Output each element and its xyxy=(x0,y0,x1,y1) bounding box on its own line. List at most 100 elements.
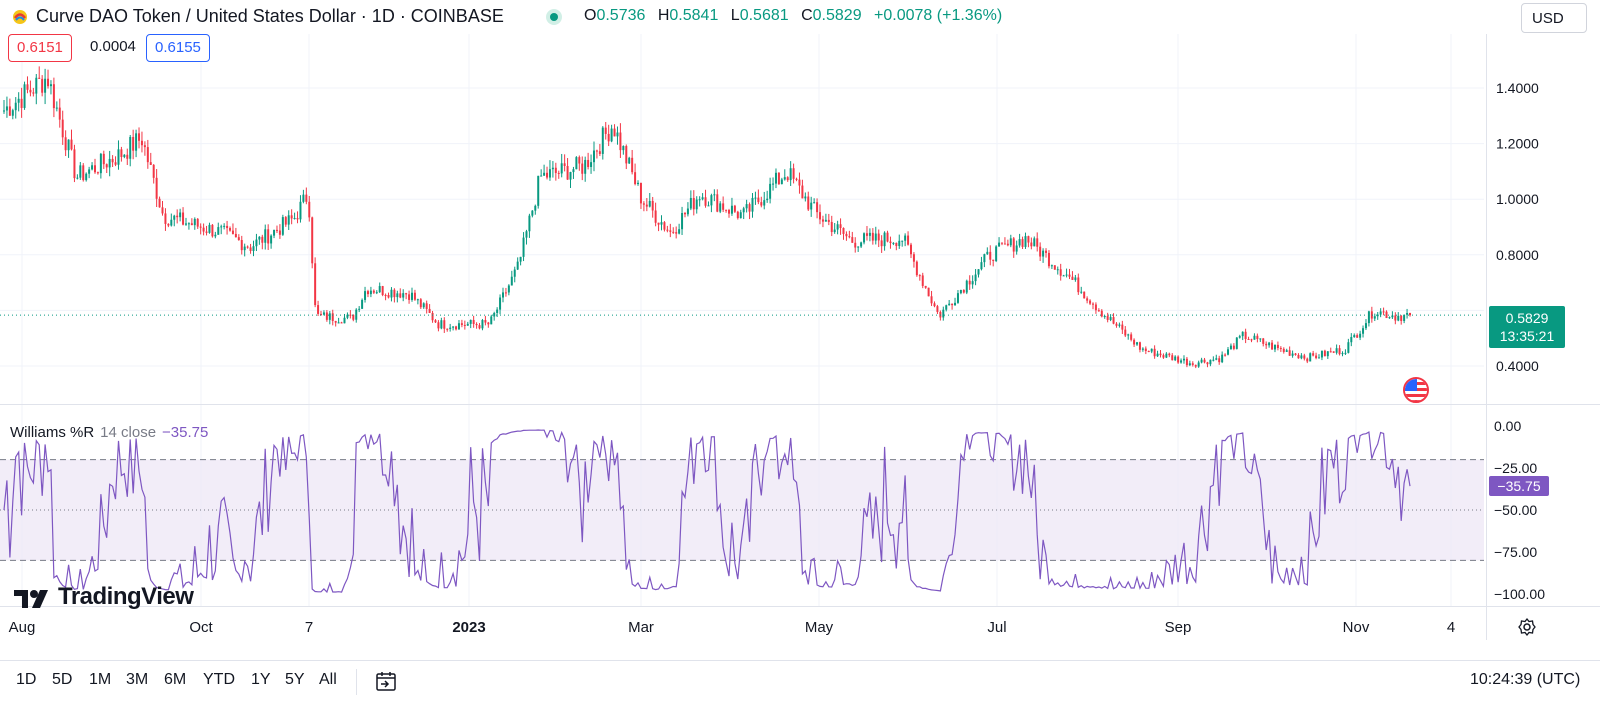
indicator-legend[interactable]: Williams %R 14 close −35.75 xyxy=(10,424,208,441)
candle-body xyxy=(1291,353,1294,356)
candle-body xyxy=(874,233,877,241)
range-5y[interactable]: 5Y xyxy=(285,671,305,688)
candle-body xyxy=(129,136,132,159)
candle-body xyxy=(845,233,848,237)
range-6m[interactable]: 6M xyxy=(164,671,187,688)
us-flag-icon[interactable] xyxy=(1403,377,1429,403)
candle-body xyxy=(968,280,971,285)
williams-r-line xyxy=(3,429,1411,594)
candle-body xyxy=(1109,317,1112,320)
candle-body xyxy=(182,212,185,225)
candle-body xyxy=(64,137,67,151)
range-3m[interactable]: 3M xyxy=(126,671,149,688)
candle-body xyxy=(686,208,689,215)
candle-body xyxy=(173,215,176,220)
candle-body xyxy=(138,133,141,141)
gear-icon[interactable] xyxy=(1517,617,1537,637)
range-1y[interactable]: 1Y xyxy=(251,671,271,688)
candle-body xyxy=(907,235,910,245)
candle-body xyxy=(1309,353,1312,362)
calendar-goto-icon[interactable] xyxy=(374,669,398,693)
time-tick-label: 4 xyxy=(1447,619,1455,636)
candle-body xyxy=(146,147,149,163)
candle-body xyxy=(1276,344,1279,349)
candle-body xyxy=(255,239,258,247)
candle-body xyxy=(819,212,822,220)
buy-price-button[interactable]: 0.6155 xyxy=(146,34,210,62)
currency-selector[interactable]: USD xyxy=(1521,3,1587,33)
market-status-icon[interactable] xyxy=(546,9,562,25)
candle-body xyxy=(645,204,648,207)
chart-canvas[interactable]: 0.40000.60000.80001.00001.20001.40000.00… xyxy=(0,0,1600,660)
candle-body xyxy=(1259,338,1262,340)
candle-body xyxy=(70,139,73,150)
candle-body xyxy=(1115,323,1118,326)
candle-body xyxy=(610,128,613,142)
candle-body xyxy=(167,223,170,226)
range-1d[interactable]: 1D xyxy=(16,671,37,688)
candle-body xyxy=(701,197,704,200)
candle-body xyxy=(813,202,816,204)
candle-body xyxy=(1171,355,1174,361)
candle-body xyxy=(1177,356,1180,363)
candle-body xyxy=(308,201,311,218)
candle-body xyxy=(722,203,725,210)
candle-body xyxy=(942,309,945,318)
candle-body xyxy=(692,197,695,210)
candle-body xyxy=(299,201,302,220)
candle-body xyxy=(998,242,1001,247)
candle-body xyxy=(572,169,575,173)
candle-body xyxy=(460,323,463,325)
last-price-tag: 0.5829 13:35:21 xyxy=(1489,306,1565,348)
utc-clock[interactable]: 10:24:39 (UTC) xyxy=(1470,671,1581,688)
high-value: 0.5841 xyxy=(669,7,719,24)
candle-body xyxy=(1180,360,1183,363)
candle-body xyxy=(472,319,475,324)
candle-body xyxy=(38,77,41,79)
candle-body xyxy=(1050,265,1053,267)
candle-body xyxy=(795,178,798,180)
candle-body xyxy=(962,290,965,293)
sell-price-button[interactable]: 0.6151 xyxy=(8,34,72,62)
candle-body xyxy=(202,227,205,232)
candle-body xyxy=(1036,238,1039,247)
candle-body xyxy=(666,229,669,231)
candle-body xyxy=(1253,335,1256,340)
candle-body xyxy=(804,196,807,199)
candle-body xyxy=(484,320,487,323)
indicator-tick-label: −75.00 xyxy=(1494,544,1537,560)
symbol-title[interactable]: Curve DAO Token / United States Dollar ·… xyxy=(36,6,504,26)
candle-body xyxy=(281,217,284,235)
candle-body xyxy=(85,173,88,181)
candle-body xyxy=(648,200,651,207)
candle-body xyxy=(763,200,766,206)
candle-body xyxy=(1174,356,1177,361)
price-tick-label: 1.4000 xyxy=(1496,80,1539,96)
candle-body xyxy=(827,219,830,222)
candle-body xyxy=(184,223,187,225)
candle-body xyxy=(190,223,193,226)
range-ytd[interactable]: YTD xyxy=(203,671,235,688)
candle-body xyxy=(96,172,99,174)
candle-body xyxy=(1089,300,1092,304)
candle-body xyxy=(496,309,499,313)
candle-body xyxy=(807,196,810,210)
range-all[interactable]: All xyxy=(319,671,337,688)
candle-body xyxy=(1047,252,1050,267)
candle-body xyxy=(704,197,707,206)
candle-body xyxy=(716,194,719,212)
candle-body xyxy=(528,215,531,232)
candle-body xyxy=(82,165,85,181)
curve-logo-icon xyxy=(13,10,27,24)
candle-body xyxy=(1356,335,1359,338)
indicator-tick-label: −25.00 xyxy=(1494,460,1537,476)
candle-body xyxy=(519,256,522,262)
candle-body xyxy=(1297,354,1300,359)
range-1m[interactable]: 1M xyxy=(89,671,112,688)
candle-body xyxy=(912,254,915,262)
candle-body xyxy=(1338,348,1341,355)
candle-body xyxy=(1153,348,1156,357)
candle-body xyxy=(1165,353,1168,358)
range-5d[interactable]: 5D xyxy=(52,671,73,688)
candle-body xyxy=(857,246,860,248)
